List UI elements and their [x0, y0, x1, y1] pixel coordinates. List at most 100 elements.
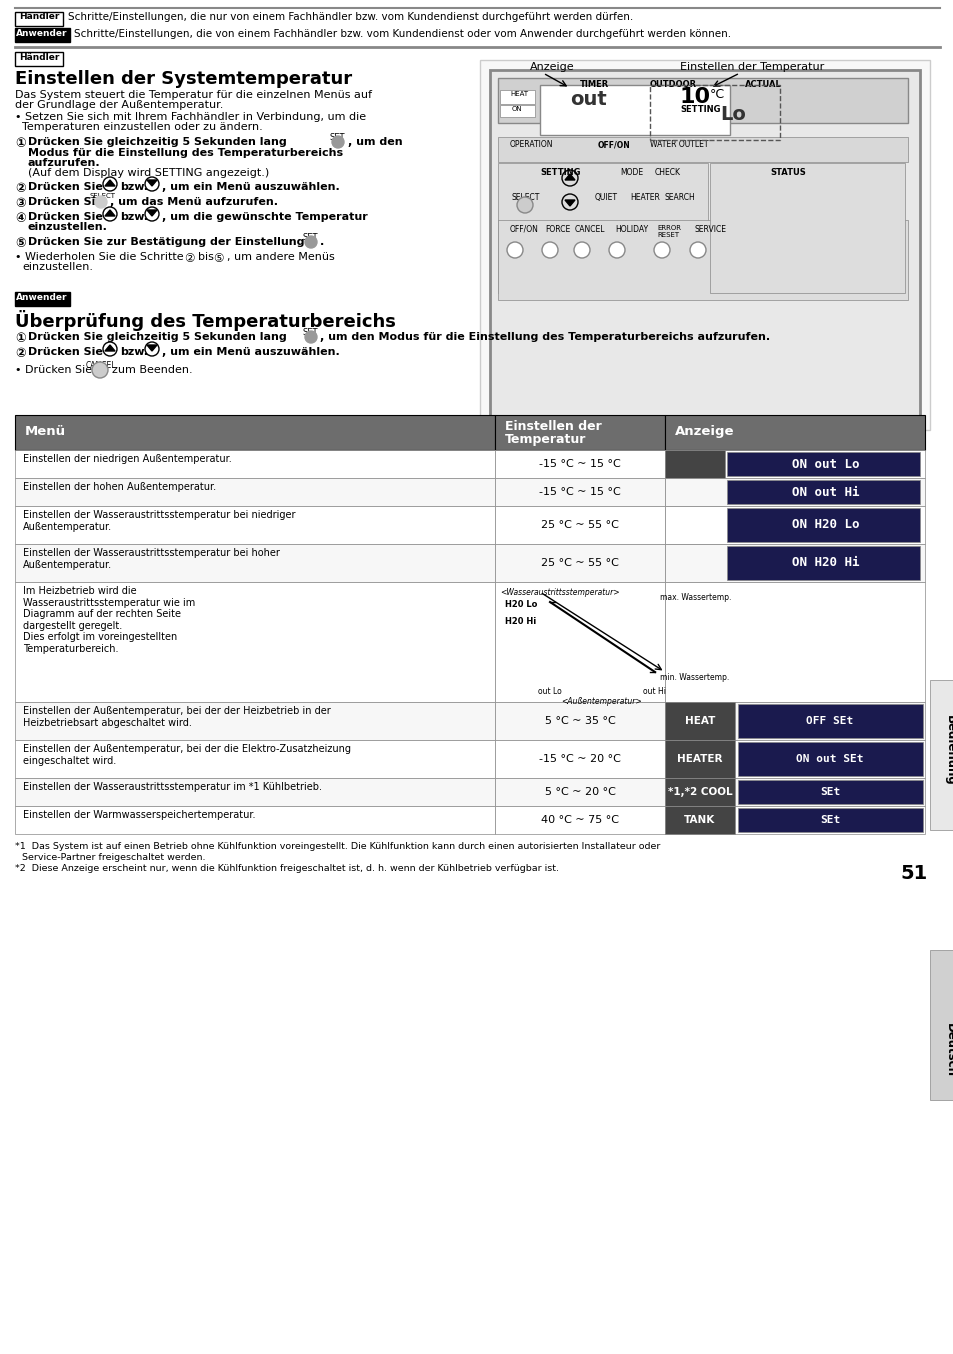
Bar — [664, 544, 924, 582]
Text: 51: 51 — [899, 864, 926, 883]
Text: OPERATION: OPERATION — [510, 139, 553, 149]
Text: 5 °C ~ 35 °C: 5 °C ~ 35 °C — [544, 716, 615, 726]
Text: der Grundlage der Außentemperatur.: der Grundlage der Außentemperatur. — [15, 100, 223, 110]
Text: , um das Menü aufzurufen.: , um das Menü aufzurufen. — [110, 196, 277, 207]
Bar — [15, 544, 495, 582]
Text: CANCEL: CANCEL — [575, 225, 605, 234]
Text: ②: ② — [15, 347, 26, 360]
Text: ②: ② — [15, 181, 26, 195]
Text: OFF/ON: OFF/ON — [598, 139, 630, 149]
Bar — [15, 28, 70, 42]
Polygon shape — [147, 180, 157, 185]
Text: SET: SET — [330, 133, 345, 142]
Text: HEAT: HEAT — [684, 716, 715, 726]
Text: Einstellen der Wasseraustrittsstemperatur im *1 Kühlbetrieb.: Einstellen der Wasseraustrittsstemperatu… — [23, 783, 322, 792]
Circle shape — [654, 242, 669, 259]
Bar — [15, 12, 63, 26]
Bar — [497, 219, 907, 301]
Text: TANK: TANK — [683, 815, 715, 825]
Text: Einstellen der Temperatur: Einstellen der Temperatur — [679, 62, 823, 72]
Bar — [664, 506, 924, 544]
Text: HEAT: HEAT — [677, 509, 712, 523]
Text: Drücken Sie: Drücken Sie — [28, 213, 103, 222]
Text: Modus für die Einstellung des Temperaturbereichs: Modus für die Einstellung des Temperatur… — [28, 148, 343, 158]
Bar — [495, 806, 664, 834]
Text: TIMER: TIMER — [579, 80, 609, 89]
Text: ②: ② — [184, 252, 194, 265]
Text: zum Beenden.: zum Beenden. — [112, 366, 193, 375]
Bar — [709, 162, 904, 292]
Polygon shape — [105, 210, 115, 217]
Text: Temperaturen einzustellen oder zu ändern.: Temperaturen einzustellen oder zu ändern… — [22, 122, 262, 131]
Circle shape — [541, 242, 558, 259]
Text: Anwender: Anwender — [16, 292, 68, 302]
Bar — [726, 481, 919, 504]
Text: Drücken Sie: Drücken Sie — [28, 196, 103, 207]
Bar — [495, 450, 664, 478]
Text: ④: ④ — [15, 213, 26, 225]
Text: ON out Lo: ON out Lo — [791, 458, 859, 470]
Text: Einstellen der Wasseraustrittsstemperatur bei hoher
Außentemperatur.: Einstellen der Wasseraustrittsstemperatu… — [23, 548, 279, 570]
Text: ⑤: ⑤ — [213, 252, 223, 265]
Bar — [929, 951, 953, 1099]
Text: QUIET: QUIET — [595, 194, 618, 202]
Text: einzustellen.: einzustellen. — [28, 222, 108, 232]
Text: Drücken Sie: Drücken Sie — [28, 347, 103, 357]
Text: ①: ① — [15, 137, 26, 150]
Text: 40 °C ~ 75 °C: 40 °C ~ 75 °C — [540, 815, 618, 825]
Circle shape — [95, 196, 107, 209]
Text: Einstellen der Systemtemperatur: Einstellen der Systemtemperatur — [15, 70, 352, 88]
Text: HEATER: HEATER — [677, 754, 722, 764]
Polygon shape — [147, 345, 157, 351]
Text: Einstellen der Außentemperatur, bei der der Heizbetrieb in der
Heizbetriebsart a: Einstellen der Außentemperatur, bei der … — [23, 705, 331, 727]
Text: HEAT: HEAT — [510, 91, 528, 97]
Text: CHECK: CHECK — [655, 168, 680, 177]
Text: ERROR
RESET: ERROR RESET — [657, 225, 680, 238]
Text: Drücken Sie gleichzeitig 5 Sekunden lang: Drücken Sie gleichzeitig 5 Sekunden lang — [28, 332, 287, 343]
Bar — [539, 85, 729, 135]
Text: • Wiederholen Sie die Schritte: • Wiederholen Sie die Schritte — [15, 252, 183, 263]
Bar — [15, 292, 70, 306]
Text: H20 Hi: H20 Hi — [504, 617, 536, 626]
Bar — [15, 51, 63, 66]
Bar — [15, 779, 495, 806]
Text: Lo: Lo — [720, 106, 745, 125]
Text: *2  Diese Anzeige erscheint nur, wenn die Kühlfunktion freigeschaltet ist, d. h.: *2 Diese Anzeige erscheint nur, wenn die… — [15, 864, 558, 873]
Text: WATER OUTLET: WATER OUTLET — [649, 139, 708, 149]
Bar — [495, 414, 664, 450]
Text: (Auf dem Display wird SETTING angezeigt.): (Auf dem Display wird SETTING angezeigt.… — [28, 168, 269, 177]
Bar — [738, 742, 923, 776]
Circle shape — [305, 236, 316, 248]
Text: , um andere Menüs: , um andere Menüs — [227, 252, 335, 263]
Bar — [738, 808, 923, 831]
Text: H20 Lo: H20 Lo — [504, 600, 537, 609]
Bar — [664, 582, 924, 701]
Text: • Drücken Sie: • Drücken Sie — [15, 366, 92, 375]
Bar — [15, 414, 495, 450]
Bar — [664, 741, 924, 779]
Bar — [479, 60, 929, 431]
Text: SETTING: SETTING — [679, 106, 720, 114]
Bar — [726, 546, 919, 580]
Bar — [15, 506, 495, 544]
Text: MODE: MODE — [619, 168, 642, 177]
Text: bzw.: bzw. — [120, 181, 148, 192]
Text: ON H20 Hi: ON H20 Hi — [791, 556, 859, 570]
Text: aufzurufen.: aufzurufen. — [28, 158, 100, 168]
Circle shape — [332, 135, 344, 148]
Text: SEARCH: SEARCH — [664, 194, 695, 202]
Polygon shape — [105, 345, 115, 351]
Bar — [495, 741, 664, 779]
Bar — [15, 450, 495, 478]
Text: , um die gewünschte Temperatur: , um die gewünschte Temperatur — [162, 213, 367, 222]
Bar — [664, 806, 734, 834]
Bar — [495, 544, 664, 582]
Text: OFF SEt: OFF SEt — [805, 716, 853, 726]
Text: • Setzen Sie sich mit Ihrem Fachhändler in Verbindung, um die: • Setzen Sie sich mit Ihrem Fachhändler … — [15, 112, 366, 122]
Bar — [497, 137, 907, 162]
Bar — [664, 806, 924, 834]
Text: Einstellen der Wasseraustrittsstemperatur bei niedriger
Außentemperatur.: Einstellen der Wasseraustrittsstemperatu… — [23, 510, 295, 532]
Text: ③: ③ — [15, 196, 26, 210]
Text: 10: 10 — [679, 87, 710, 107]
Bar — [726, 452, 919, 477]
